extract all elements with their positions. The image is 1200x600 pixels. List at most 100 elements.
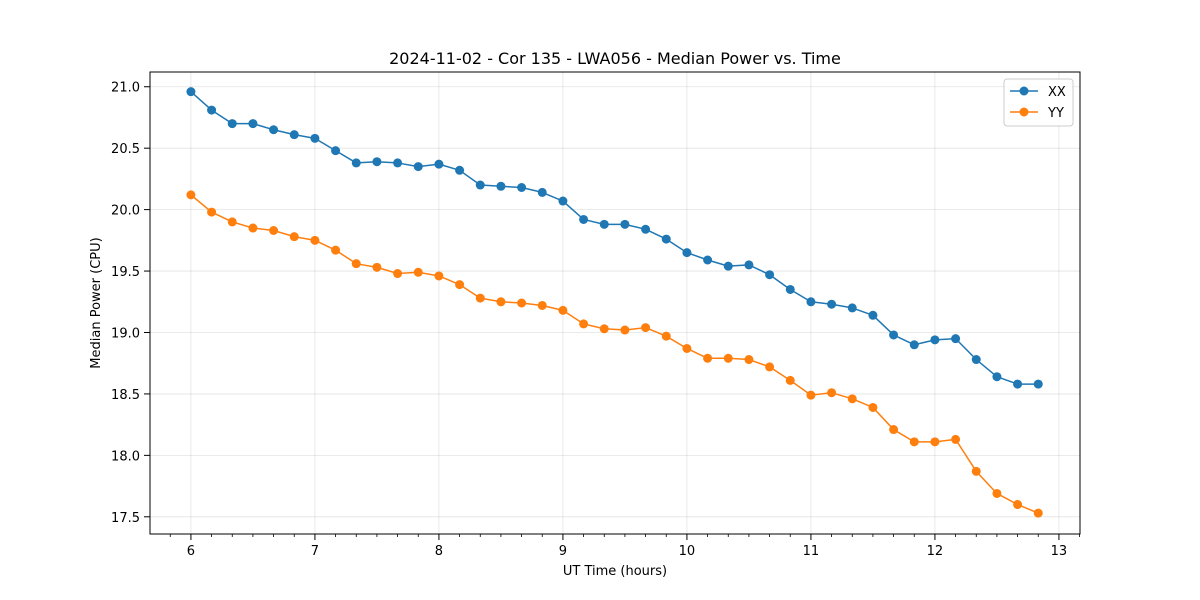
data-point-xx bbox=[537, 187, 547, 197]
data-point-yy bbox=[537, 300, 547, 310]
data-point-xx bbox=[186, 87, 196, 97]
x-tick-label: 7 bbox=[311, 544, 319, 559]
data-point-xx bbox=[785, 284, 795, 294]
x-tick-label: 10 bbox=[679, 544, 696, 559]
data-point-xx bbox=[207, 105, 217, 115]
data-point-xx bbox=[599, 219, 609, 229]
y-tick-label: 19.5 bbox=[111, 265, 140, 280]
series-xx bbox=[186, 87, 1043, 389]
data-point-yy bbox=[620, 325, 630, 335]
data-point-yy bbox=[455, 280, 465, 290]
chart-title: 2024-11-02 - Cor 135 - LWA056 - Median P… bbox=[389, 49, 841, 68]
data-point-yy bbox=[475, 293, 485, 303]
data-point-xx bbox=[744, 260, 754, 270]
data-point-yy bbox=[269, 226, 279, 236]
y-tick-label: 20.5 bbox=[111, 142, 140, 157]
legend: XX YY bbox=[1003, 78, 1074, 127]
data-point-xx bbox=[951, 334, 961, 344]
data-point-yy bbox=[599, 324, 609, 334]
legend-yy-label: YY bbox=[1047, 106, 1064, 121]
legend-xx-marker bbox=[1019, 86, 1029, 96]
data-point-yy bbox=[186, 190, 196, 200]
data-point-xx bbox=[289, 130, 299, 140]
data-point-xx bbox=[475, 180, 485, 190]
data-point-yy bbox=[351, 259, 361, 269]
y-tick-label: 18.5 bbox=[111, 388, 140, 403]
data-point-xx bbox=[827, 299, 837, 309]
plot-frame bbox=[149, 71, 1081, 535]
data-point-yy bbox=[496, 297, 506, 307]
data-point-xx bbox=[847, 303, 857, 313]
data-point-xx bbox=[703, 255, 713, 265]
series-layer bbox=[186, 87, 1043, 518]
legend-xx-label: XX bbox=[1048, 85, 1066, 100]
data-point-yy bbox=[661, 331, 671, 341]
x-tick-label: 13 bbox=[1051, 544, 1068, 559]
data-point-xx bbox=[558, 196, 568, 206]
y-tick-label: 17.5 bbox=[111, 511, 140, 526]
data-point-xx bbox=[620, 219, 630, 229]
data-point-yy bbox=[248, 223, 258, 233]
y-tick-label: 19.0 bbox=[111, 326, 140, 341]
data-point-xx bbox=[682, 248, 692, 258]
data-point-yy bbox=[579, 319, 589, 329]
data-point-xx bbox=[992, 372, 1002, 382]
data-point-xx bbox=[372, 157, 382, 167]
data-point-xx bbox=[765, 270, 775, 280]
data-point-yy bbox=[331, 245, 341, 255]
data-point-xx bbox=[579, 214, 589, 224]
data-point-yy bbox=[806, 390, 816, 400]
data-point-xx bbox=[393, 158, 403, 168]
data-point-xx bbox=[1033, 379, 1043, 389]
data-point-yy bbox=[765, 362, 775, 372]
data-point-yy bbox=[847, 394, 857, 404]
data-point-yy bbox=[372, 262, 382, 272]
data-point-yy bbox=[393, 269, 403, 279]
data-point-yy bbox=[971, 466, 981, 476]
data-point-yy bbox=[992, 488, 1002, 498]
data-point-xx bbox=[248, 119, 258, 129]
data-point-xx bbox=[971, 355, 981, 365]
y-tick-label: 20.0 bbox=[111, 204, 140, 219]
series-yy bbox=[186, 190, 1043, 518]
data-point-yy bbox=[744, 355, 754, 365]
y-tick-label: 18.0 bbox=[111, 449, 140, 464]
x-tick-label: 12 bbox=[927, 544, 944, 559]
data-point-yy bbox=[951, 434, 961, 444]
data-point-xx bbox=[889, 330, 899, 340]
data-point-xx bbox=[269, 125, 279, 135]
x-tick-label: 8 bbox=[435, 544, 443, 559]
data-point-xx bbox=[868, 310, 878, 320]
data-point-xx bbox=[496, 181, 506, 191]
data-point-xx bbox=[641, 224, 651, 234]
data-point-xx bbox=[806, 297, 816, 307]
data-point-yy bbox=[1013, 500, 1023, 510]
data-point-xx bbox=[413, 162, 423, 172]
data-point-xx bbox=[455, 165, 465, 175]
data-point-xx bbox=[310, 133, 320, 143]
grid bbox=[150, 72, 1080, 534]
legend-yy-marker bbox=[1019, 107, 1029, 117]
data-point-yy bbox=[930, 437, 940, 447]
data-point-xx bbox=[661, 234, 671, 244]
data-point-yy bbox=[310, 235, 320, 245]
data-point-yy bbox=[703, 353, 713, 363]
data-point-yy bbox=[827, 388, 837, 398]
data-point-xx bbox=[434, 159, 444, 169]
data-point-yy bbox=[227, 217, 237, 227]
data-point-xx bbox=[351, 158, 361, 168]
data-point-yy bbox=[558, 305, 568, 315]
data-point-xx bbox=[930, 335, 940, 345]
x-tick-label: 6 bbox=[187, 544, 195, 559]
data-point-yy bbox=[1033, 508, 1043, 518]
data-point-yy bbox=[785, 375, 795, 385]
data-point-xx bbox=[331, 146, 341, 156]
x-tick-label: 11 bbox=[803, 544, 820, 559]
data-point-xx bbox=[517, 183, 527, 192]
data-point-xx bbox=[909, 340, 919, 350]
data-point-yy bbox=[682, 343, 692, 353]
data-point-yy bbox=[641, 323, 651, 333]
x-tick-label: 9 bbox=[559, 544, 567, 559]
data-point-yy bbox=[517, 298, 527, 308]
